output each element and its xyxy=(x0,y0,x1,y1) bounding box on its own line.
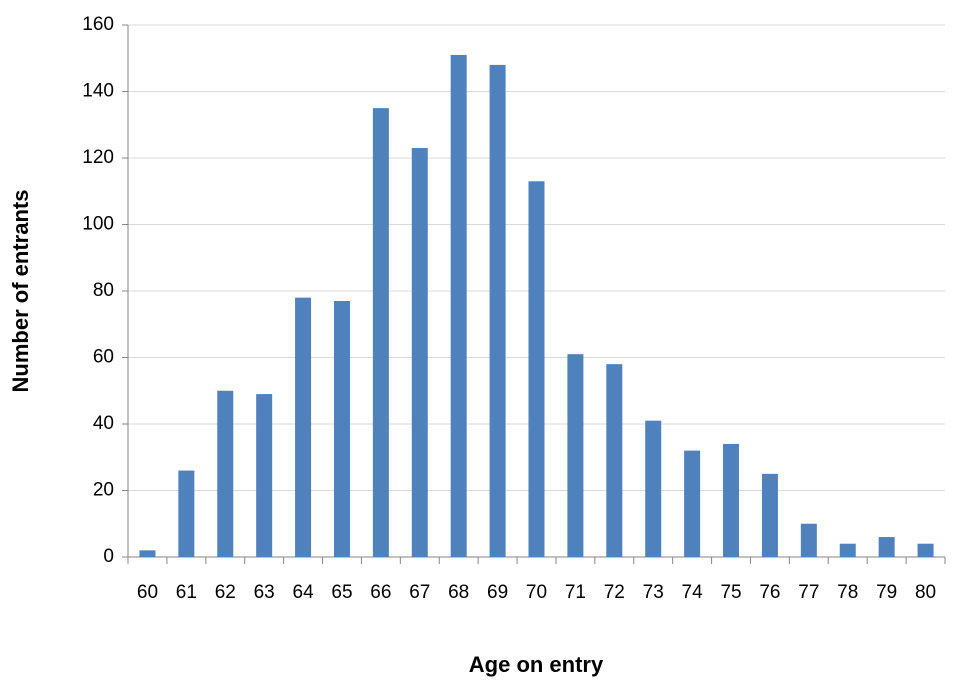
bar xyxy=(878,537,895,557)
y-tick-label: 60 xyxy=(93,347,114,368)
x-tick-label: 66 xyxy=(370,582,391,603)
bar xyxy=(645,420,662,557)
x-tick-label: 73 xyxy=(643,582,664,603)
x-tick-label: 60 xyxy=(137,582,158,603)
bar xyxy=(528,181,545,557)
x-tick-label: 78 xyxy=(837,582,858,603)
x-tick-label: 70 xyxy=(526,582,547,603)
bar xyxy=(761,473,778,557)
x-tick-label: 71 xyxy=(565,582,586,603)
bar xyxy=(450,54,467,558)
y-tick-label: 20 xyxy=(93,480,114,501)
x-tick-label: 64 xyxy=(293,582,315,603)
bar xyxy=(489,64,506,558)
bar xyxy=(333,300,350,557)
x-tick-label: 68 xyxy=(448,582,469,603)
x-tick-label: 74 xyxy=(682,582,704,603)
x-tick-label: 80 xyxy=(915,582,936,603)
bar xyxy=(217,390,234,557)
y-tick-label: 100 xyxy=(82,214,114,235)
bar xyxy=(839,543,856,557)
bar xyxy=(411,148,428,557)
y-axis-title: Number of entrants xyxy=(8,190,33,393)
x-tick-label: 69 xyxy=(487,582,508,603)
y-tick-label: 0 xyxy=(103,546,114,567)
x-tick-label: 65 xyxy=(331,582,352,603)
x-tick-label: 77 xyxy=(798,582,819,603)
y-tick-label: 40 xyxy=(93,413,114,434)
bar xyxy=(567,354,584,557)
bar xyxy=(800,523,817,557)
y-tick-label: 160 xyxy=(82,14,114,35)
bar xyxy=(723,443,740,557)
x-tick-label: 62 xyxy=(215,582,236,603)
bar xyxy=(178,470,195,557)
x-tick-label: 61 xyxy=(176,582,197,603)
y-tick-label: 120 xyxy=(82,147,114,168)
y-tick-label: 80 xyxy=(93,280,114,301)
x-tick-label: 72 xyxy=(604,582,625,603)
bar xyxy=(139,550,156,557)
bar xyxy=(606,364,623,557)
x-tick-label: 75 xyxy=(720,582,741,603)
x-axis-title: Age on entry xyxy=(469,652,604,677)
y-tick-label: 140 xyxy=(82,81,114,102)
bar xyxy=(372,108,389,557)
x-tick-label: 67 xyxy=(409,582,430,603)
bar xyxy=(295,297,312,557)
x-tick-label: 76 xyxy=(759,582,780,603)
bar xyxy=(684,450,701,557)
x-tick-label: 79 xyxy=(876,582,897,603)
x-tick-label: 63 xyxy=(254,582,275,603)
bar xyxy=(917,543,934,557)
bar xyxy=(256,394,273,557)
